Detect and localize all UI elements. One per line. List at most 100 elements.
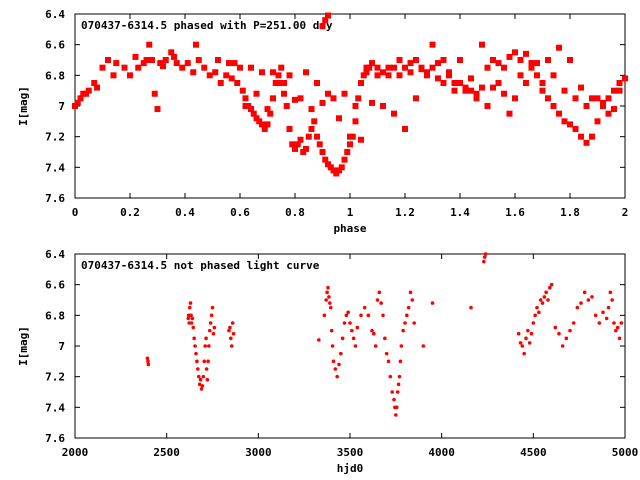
data-point	[110, 72, 117, 79]
x-tick-label: 2500	[153, 446, 180, 459]
data-point	[330, 95, 337, 102]
data-point	[317, 338, 321, 342]
data-point	[469, 305, 473, 310]
data-point	[359, 313, 363, 318]
data-point	[517, 72, 524, 79]
data-point	[374, 64, 381, 71]
data-point	[567, 57, 573, 63]
data-point	[363, 69, 370, 76]
data-point	[286, 72, 293, 79]
data-point	[157, 60, 164, 67]
data-point	[424, 69, 430, 76]
data-point	[348, 321, 352, 325]
y-tick-label: 7.6	[45, 192, 65, 205]
data-point	[484, 64, 491, 71]
data-point	[544, 290, 548, 295]
phased-light-curve-panel: 0 0.2 0.4 0.6 0.8 1 1.2 1.4 1.6 1.8 2 6.4 6.6 6.8 7 7.2…	[17, 8, 628, 235]
data-point	[394, 405, 399, 410]
data-point	[430, 301, 435, 305]
data-point	[352, 103, 359, 109]
data-point	[435, 60, 441, 67]
data-point	[556, 110, 562, 117]
data-point	[572, 126, 579, 132]
data-point	[105, 57, 111, 63]
data-point	[451, 87, 458, 94]
data-point	[207, 344, 211, 348]
data-point	[173, 60, 180, 67]
data-point	[495, 80, 502, 86]
data-point	[322, 17, 329, 24]
data-point	[611, 87, 617, 94]
data-point	[205, 377, 210, 382]
data-point	[360, 72, 367, 79]
data-point	[145, 356, 150, 361]
data-point	[369, 60, 375, 67]
data-point	[197, 382, 202, 387]
data-point	[533, 313, 537, 318]
data-point	[355, 95, 362, 102]
data-point	[278, 64, 285, 71]
data-point	[396, 382, 401, 387]
x-tick-label: 1.4	[450, 206, 470, 219]
data-point	[223, 72, 230, 79]
plot-frame	[74, 253, 626, 439]
data-point	[518, 341, 523, 345]
data-point	[622, 75, 628, 82]
data-point	[140, 60, 147, 67]
plot-title: 070437-6314.5 not phased light curve	[81, 259, 320, 272]
x-tick-label: 0.8	[285, 206, 305, 219]
data-point	[189, 321, 194, 325]
data-point	[204, 367, 209, 371]
data-point	[322, 156, 329, 163]
data-point	[344, 313, 349, 318]
data-point	[483, 252, 488, 256]
data-point	[526, 328, 530, 333]
data-point	[210, 305, 215, 310]
plot-title: 070437-6314.5 phased with P=251.00 day	[81, 19, 333, 32]
y-tick-label: 6.6	[45, 279, 65, 292]
data-point	[212, 69, 219, 76]
data-point	[270, 95, 276, 102]
data-point	[319, 99, 326, 106]
data-point	[548, 285, 552, 290]
x-tick-label: 1	[347, 206, 354, 219]
data-point	[579, 301, 583, 305]
data-point	[391, 110, 397, 117]
data-point	[473, 95, 480, 102]
data-point	[300, 149, 307, 155]
data-point	[283, 103, 290, 109]
data-point	[446, 72, 452, 79]
data-point	[593, 313, 598, 318]
data-point	[586, 298, 591, 302]
data-point	[341, 90, 348, 97]
data-point	[561, 87, 568, 94]
data-point	[546, 298, 550, 302]
data-point	[484, 103, 491, 109]
data-point	[297, 136, 304, 143]
data-point	[377, 290, 382, 295]
x-tick-label: 3500	[337, 446, 364, 459]
data-point	[424, 72, 430, 79]
data-point	[561, 118, 568, 125]
x-tick-label: 3000	[245, 446, 272, 459]
data-point	[402, 126, 408, 132]
data-point	[281, 80, 287, 86]
data-point	[418, 66, 425, 73]
data-point	[250, 110, 257, 117]
data-point	[528, 60, 535, 67]
data-point	[440, 80, 447, 86]
data-point	[77, 95, 84, 102]
data-point	[328, 301, 332, 305]
data-point	[392, 397, 396, 402]
data-point	[545, 95, 551, 102]
data-point	[542, 295, 547, 299]
data-point	[490, 57, 496, 63]
y-tick-label: 6.8	[45, 69, 65, 82]
data-point	[401, 328, 405, 333]
y-tick-label: 6.8	[45, 309, 65, 322]
data-point	[501, 64, 507, 71]
data-point	[325, 290, 329, 295]
data-point	[495, 60, 502, 67]
data-point	[610, 298, 614, 302]
